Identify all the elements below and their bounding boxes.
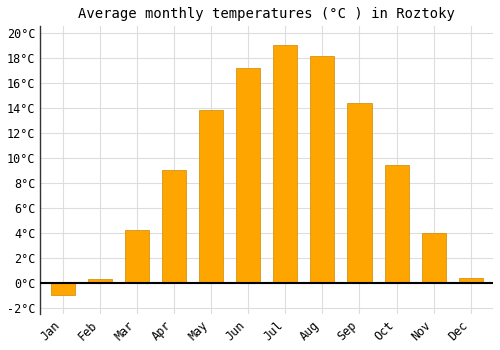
Bar [273, 45, 297, 283]
Bar [162, 170, 186, 283]
Bar [199, 110, 223, 283]
Title: Average monthly temperatures (°C ) in Roztoky: Average monthly temperatures (°C ) in Ro… [78, 7, 455, 21]
Bar [124, 230, 149, 283]
Bar [384, 165, 408, 283]
Bar [458, 278, 483, 283]
Bar [310, 56, 334, 283]
Bar [236, 68, 260, 283]
Bar [50, 283, 74, 295]
Bar [88, 279, 112, 283]
Bar [422, 233, 446, 283]
Bar [348, 103, 372, 283]
